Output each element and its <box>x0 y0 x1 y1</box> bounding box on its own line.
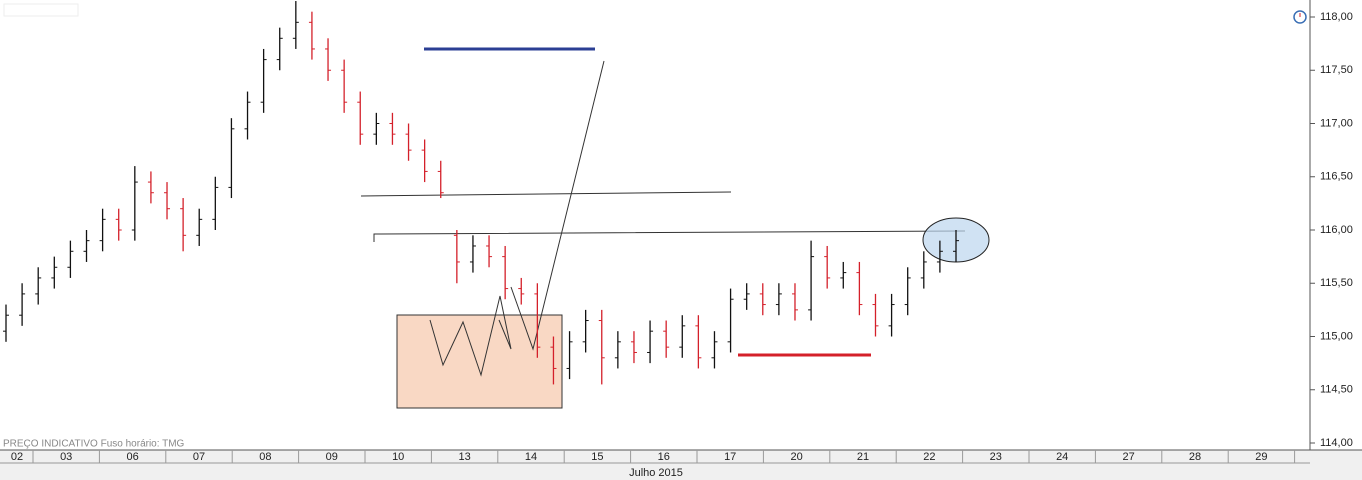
range-box <box>396 314 563 409</box>
x-axis-title: Julho 2015 <box>629 467 683 479</box>
x-tick-label: 21 <box>857 451 869 463</box>
x-tick-label: 02 <box>11 451 23 463</box>
pattern-line <box>429 295 512 377</box>
x-tick-label: 14 <box>525 451 537 463</box>
x-tick-label: 27 <box>1122 451 1134 463</box>
footnote: PREÇO INDICATIVO Fuso horário: TMG <box>3 439 185 450</box>
breakout-line <box>510 60 605 351</box>
trend-line <box>360 191 732 197</box>
y-tick-label: 118,00 <box>1320 11 1353 23</box>
y-tick-label: 114,50 <box>1320 384 1353 396</box>
x-axis-area <box>0 450 1362 480</box>
x-tick-label: 28 <box>1189 451 1201 463</box>
x-tick-label: 15 <box>591 451 603 463</box>
x-tick-label: 16 <box>658 451 670 463</box>
y-tick-label: 117,50 <box>1320 64 1353 76</box>
y-tick-label: 115,00 <box>1320 330 1353 342</box>
y-tick-label: 114,00 <box>1320 437 1353 449</box>
resistance-line <box>373 230 966 242</box>
x-tick-label: 29 <box>1255 451 1267 463</box>
y-tick-label: 115,50 <box>1320 277 1353 289</box>
x-tick-label: 09 <box>326 451 338 463</box>
y-tick-label: 116,50 <box>1320 171 1353 183</box>
x-tick-label: 03 <box>60 451 72 463</box>
x-tick-label: 08 <box>259 451 271 463</box>
x-tick-label: 24 <box>1056 451 1068 463</box>
x-tick-label: 10 <box>392 451 404 463</box>
x-tick-label: 22 <box>923 451 935 463</box>
x-tick-label: 13 <box>458 451 470 463</box>
y-tick-label: 116,00 <box>1320 224 1353 236</box>
y-axis-area <box>1310 0 1362 450</box>
header-box <box>3 3 79 17</box>
x-tick-label: 07 <box>193 451 205 463</box>
y-tick-label: 117,00 <box>1320 117 1353 129</box>
x-tick-label: 06 <box>126 451 138 463</box>
x-tick-label: 23 <box>990 451 1002 463</box>
x-tick-label: 17 <box>724 451 736 463</box>
x-tick-label: 20 <box>790 451 802 463</box>
